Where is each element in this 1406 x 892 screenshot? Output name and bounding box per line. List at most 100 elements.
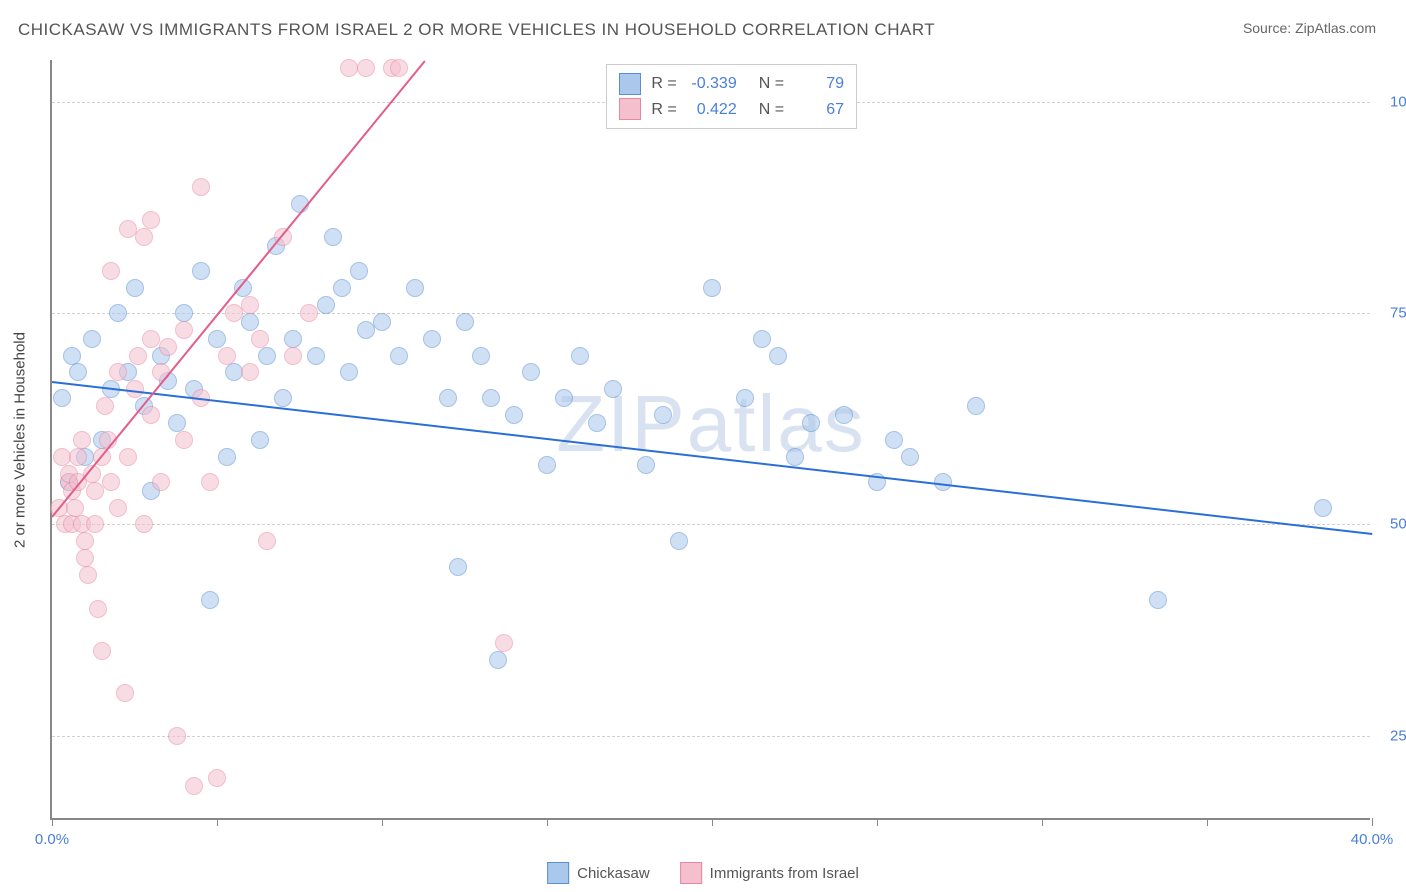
data-point [753, 330, 771, 348]
data-point [66, 499, 84, 517]
data-point [109, 363, 127, 381]
series-name: Chickasaw [577, 865, 650, 882]
data-point [317, 296, 335, 314]
data-point [135, 228, 153, 246]
data-point [208, 769, 226, 787]
scatter-plot: ZIPatlas 25.0%50.0%75.0%100.0%0.0%40.0%R… [50, 60, 1370, 820]
data-point [142, 330, 160, 348]
data-point [251, 431, 269, 449]
data-point [258, 532, 276, 550]
gridline [52, 524, 1370, 525]
data-point [208, 330, 226, 348]
data-point [168, 727, 186, 745]
r-label: R = [651, 97, 676, 123]
data-point [175, 431, 193, 449]
x-tick [217, 818, 218, 826]
data-point [175, 321, 193, 339]
data-point [225, 363, 243, 381]
data-point [76, 532, 94, 550]
n-value: 79 [794, 71, 844, 97]
data-point [109, 304, 127, 322]
x-tick [712, 818, 713, 826]
data-point [159, 338, 177, 356]
data-point [284, 330, 302, 348]
data-point [225, 304, 243, 322]
data-point [102, 473, 120, 491]
data-point [135, 515, 153, 533]
legend-row: R = 0.422 N = 67 [619, 97, 844, 123]
data-point [456, 313, 474, 331]
data-point [350, 262, 368, 280]
r-value: 0.422 [687, 97, 737, 123]
x-tick-label: 40.0% [1351, 831, 1394, 848]
data-point [201, 473, 219, 491]
data-point [83, 330, 101, 348]
chart-title: CHICKASAW VS IMMIGRANTS FROM ISRAEL 2 OR… [18, 20, 935, 40]
data-point [522, 363, 540, 381]
header: CHICKASAW VS IMMIGRANTS FROM ISRAEL 2 OR… [0, 0, 1406, 50]
y-tick-label: 75.0% [1380, 305, 1406, 322]
legend-bottom: Chickasaw Immigrants from Israel [547, 862, 859, 884]
data-point [300, 304, 318, 322]
data-point [201, 591, 219, 609]
data-point [489, 651, 507, 669]
legend-swatch [547, 862, 569, 884]
data-point [192, 262, 210, 280]
x-tick [52, 818, 53, 826]
data-point [802, 414, 820, 432]
series-name: Immigrants from Israel [710, 865, 859, 882]
data-point [406, 279, 424, 297]
data-point [185, 777, 203, 795]
data-point [373, 313, 391, 331]
y-tick-label: 25.0% [1380, 727, 1406, 744]
data-point [152, 473, 170, 491]
data-point [1314, 499, 1332, 517]
r-label: R = [651, 71, 676, 97]
data-point [307, 347, 325, 365]
data-point [89, 600, 107, 618]
data-point [357, 59, 375, 77]
chart-area: 2 or more Vehicles in Household ZIPatlas… [50, 60, 1370, 820]
data-point [218, 347, 236, 365]
data-point [119, 220, 137, 238]
legend-swatch [619, 73, 641, 95]
data-point [241, 313, 259, 331]
data-point [835, 406, 853, 424]
x-tick [547, 818, 548, 826]
data-point [251, 330, 269, 348]
x-tick [382, 818, 383, 826]
y-tick-label: 100.0% [1380, 94, 1406, 111]
data-point [93, 642, 111, 660]
y-axis-label: 2 or more Vehicles in Household [12, 332, 29, 548]
correlation-legend: R = -0.339 N = 79R = 0.422 N = 67 [606, 64, 857, 129]
data-point [241, 296, 259, 314]
data-point [769, 347, 787, 365]
data-point [53, 389, 71, 407]
n-label: N = [759, 97, 784, 123]
data-point [390, 59, 408, 77]
data-point [1149, 591, 1167, 609]
data-point [885, 431, 903, 449]
data-point [786, 448, 804, 466]
n-value: 67 [794, 97, 844, 123]
data-point [333, 279, 351, 297]
data-point [967, 397, 985, 415]
data-point [284, 347, 302, 365]
data-point [126, 279, 144, 297]
data-point [555, 389, 573, 407]
data-point [192, 178, 210, 196]
data-point [472, 347, 490, 365]
data-point [736, 389, 754, 407]
data-point [439, 389, 457, 407]
data-point [86, 482, 104, 500]
data-point [168, 414, 186, 432]
data-point [495, 634, 513, 652]
r-value: -0.339 [687, 71, 737, 97]
x-tick [1207, 818, 1208, 826]
data-point [102, 262, 120, 280]
legend-item: Chickasaw [547, 862, 650, 884]
trend-line [52, 381, 1372, 535]
data-point [703, 279, 721, 297]
data-point [73, 431, 91, 449]
trend-line [51, 60, 425, 517]
